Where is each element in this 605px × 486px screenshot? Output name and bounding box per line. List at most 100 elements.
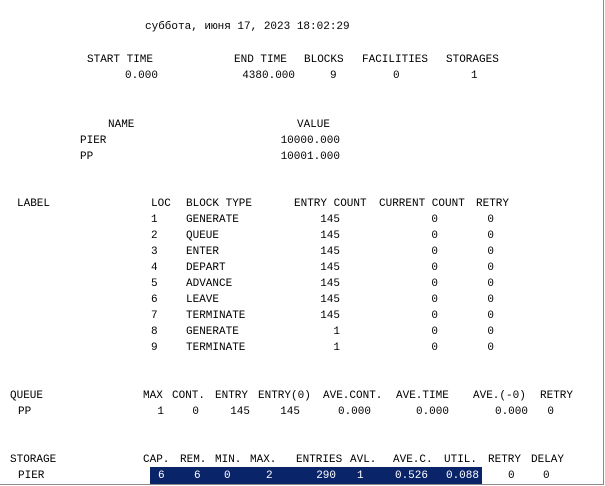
block-loc: 1 [151,214,158,226]
block-retry: 0 [487,214,494,226]
value-header: VALUE [297,119,331,131]
block-type: QUEUE [186,230,220,242]
block-retry: 0 [487,262,494,274]
facilities-value: 0 [393,70,400,82]
storage-rem: 6 [194,470,201,482]
text-selection-highlight[interactable] [150,467,482,484]
block-retry: 0 [487,294,494,306]
storage-retry-header: RETRY [488,454,522,466]
block-entry-count: 145 [320,278,340,290]
block-loc: 4 [151,262,158,274]
end-time-header: END TIME [234,54,287,66]
storage-cap-header: CAP. [143,454,170,466]
label-header: LABEL [17,198,51,210]
storage-avl: 1 [357,470,364,482]
storages-header: STORAGES [446,54,499,66]
start-time-value: 0.000 [124,70,158,82]
queue-entry-header: ENTRY [215,390,249,402]
storage-retry: 0 [508,470,515,482]
block-current-count: 0 [431,326,438,338]
queue-ave-nonzero-header: AVE.(-0) [473,390,526,402]
block-type: GENERATE [186,326,239,338]
block-type: TERMINATE [186,310,246,322]
storage-delay: 0 [543,470,550,482]
queue-cont-header: CONT. [172,390,206,402]
blocks-header: BLOCKS [304,54,344,66]
queue-ave-nonzero: 0.000 [494,406,528,418]
block-entry-count: 145 [320,246,340,258]
queue-entry: 145 [230,406,250,418]
storage-avec-header: AVE.C. [393,454,433,466]
block-retry: 0 [487,230,494,242]
queue-max-header: MAX [143,390,163,402]
block-retry: 0 [487,278,494,290]
block-loc: 2 [151,230,158,242]
block-loc: 9 [151,342,158,354]
storage-max-header: MAX. [250,454,277,466]
block-type: ADVANCE [186,278,233,290]
storage-entries-header: ENTRIES [296,454,343,466]
block-current-count: 0 [431,214,438,226]
block-entry-count: 145 [320,262,340,274]
block-current-count: 0 [431,294,438,306]
name-entry: PP [80,151,94,163]
name-value: 10001.000 [280,151,340,163]
block-loc: 7 [151,310,158,322]
block-retry: 0 [487,310,494,322]
storage-util: 0.088 [445,470,479,482]
storage-cap: 6 [158,470,165,482]
name-header: NAME [108,119,135,131]
queue-ave-cont: 0.000 [337,406,371,418]
storage-util-header: UTIL. [444,454,478,466]
storage-min-header: MIN. [215,454,242,466]
storage-avl-header: AVL. [350,454,377,466]
queue-ave-time: 0.000 [415,406,449,418]
storage-delay-header: DELAY [531,454,565,466]
block-entry-count: 145 [320,310,340,322]
storages-value: 1 [471,70,478,82]
block-type: TERMINATE [186,342,246,354]
storage-name: PIER [18,470,45,482]
block-entry-count: 145 [320,294,340,306]
loc-header: LOC [151,198,171,210]
storage-min: 0 [224,470,231,482]
block-type: DEPART [186,262,226,274]
block-current-count: 0 [431,246,438,258]
queue-name: PP [18,406,32,418]
entry-count-header: ENTRY COUNT [294,198,367,210]
block-type-header: BLOCK TYPE [186,198,253,210]
queue-ave-cont-header: AVE.CONT. [323,390,383,402]
block-current-count: 0 [431,278,438,290]
storage-rem-header: REM. [180,454,207,466]
block-current-count: 0 [431,310,438,322]
retry-header: RETRY [476,198,510,210]
facilities-header: FACILITIES [362,54,429,66]
start-time-header: START TIME [87,54,154,66]
block-loc: 5 [151,278,158,290]
storage-max: 2 [266,470,273,482]
block-loc: 3 [151,246,158,258]
queue-retry-header: RETRY [540,390,574,402]
queue-header: QUEUE [10,390,44,402]
block-type: LEAVE [186,294,220,306]
block-entry-count: 145 [320,214,340,226]
block-current-count: 0 [431,262,438,274]
block-retry: 0 [487,342,494,354]
block-current-count: 0 [431,230,438,242]
name-value: 10000.000 [280,135,340,147]
block-loc: 8 [151,326,158,338]
queue-entry0: 145 [280,406,300,418]
block-retry: 0 [487,246,494,258]
block-entry-count: 145 [320,230,340,242]
queue-retry: 0 [547,406,554,418]
storage-entries: 290 [316,470,336,482]
queue-max: 1 [157,406,164,418]
block-current-count: 0 [431,342,438,354]
block-retry: 0 [487,326,494,338]
block-entry-count: 1 [333,326,340,338]
current-count-header: CURRENT COUNT [379,198,465,210]
block-entry-count: 1 [333,342,340,354]
queue-entry0-header: ENTRY(0) [258,390,311,402]
report-timestamp: суббота, июня 17, 2023 18:02:29 [145,21,350,33]
